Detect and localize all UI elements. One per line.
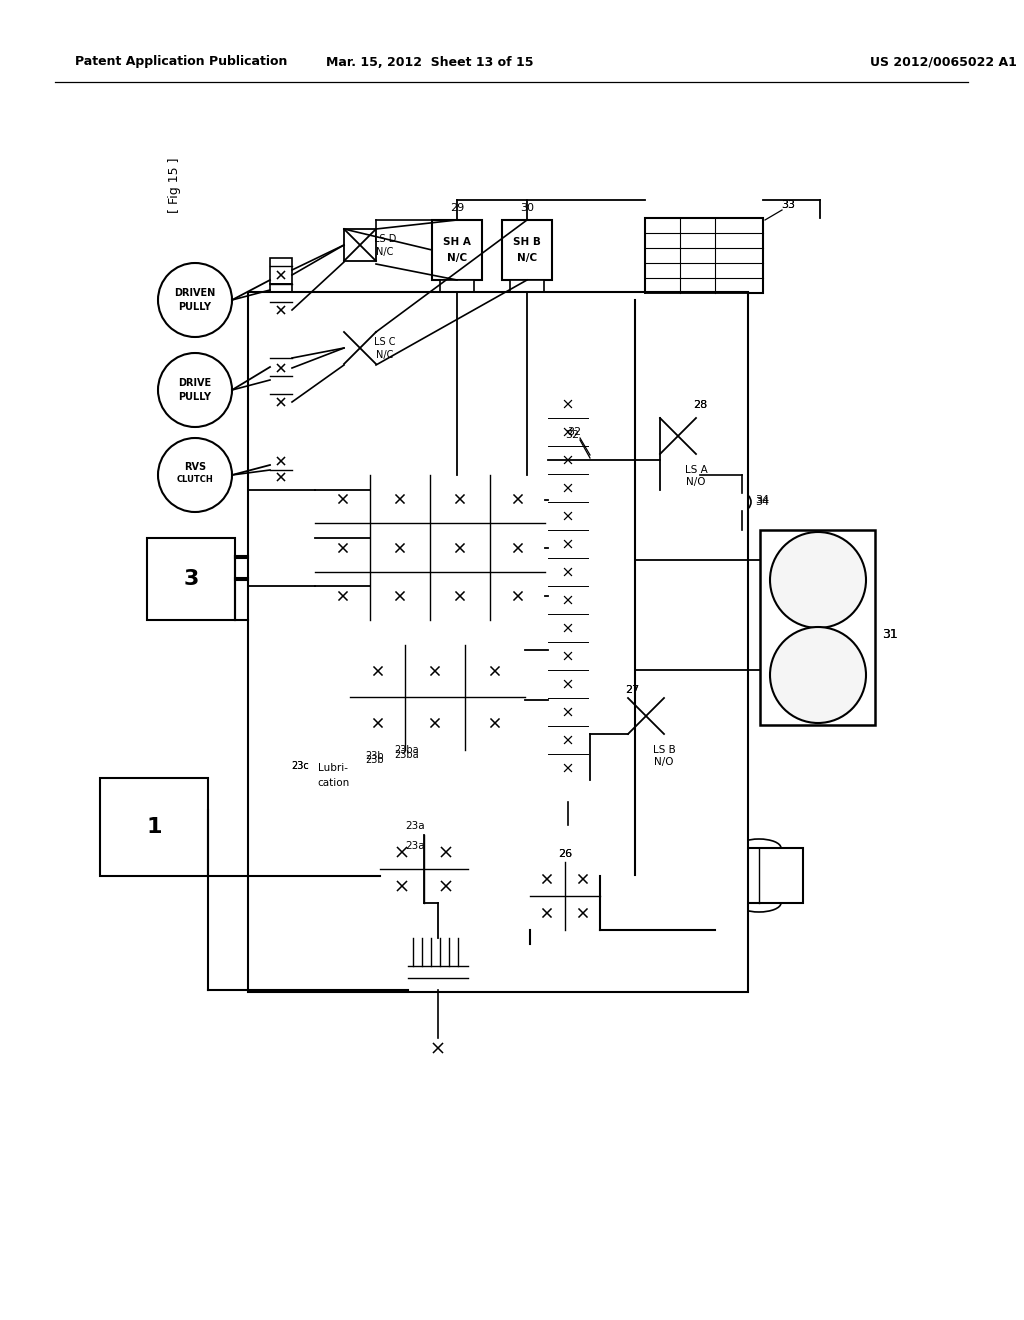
Text: [ Fig 15 ]: [ Fig 15 ] bbox=[168, 157, 181, 213]
Bar bbox=[556, 780, 580, 803]
Text: N/C: N/C bbox=[376, 247, 393, 257]
Text: LS B: LS B bbox=[652, 744, 676, 755]
Text: N/C: N/C bbox=[376, 350, 393, 360]
Text: 23b: 23b bbox=[366, 751, 384, 762]
Text: 29: 29 bbox=[450, 203, 464, 213]
Text: Lubri-: Lubri- bbox=[318, 763, 348, 774]
Text: 3: 3 bbox=[183, 569, 199, 589]
Text: 34: 34 bbox=[755, 495, 769, 506]
Circle shape bbox=[733, 492, 751, 511]
Bar bbox=[446, 292, 468, 302]
Text: RVS: RVS bbox=[184, 462, 206, 473]
Text: Mar. 15, 2012  Sheet 13 of 15: Mar. 15, 2012 Sheet 13 of 15 bbox=[327, 55, 534, 69]
Text: LS A: LS A bbox=[685, 465, 708, 475]
Bar bbox=[344, 333, 376, 364]
Text: PULLY: PULLY bbox=[178, 302, 212, 312]
Text: N/C: N/C bbox=[517, 253, 537, 263]
Text: 27: 27 bbox=[625, 685, 639, 696]
Bar bbox=[248, 292, 748, 993]
Text: LS C: LS C bbox=[374, 337, 395, 347]
Bar bbox=[660, 418, 696, 454]
Bar bbox=[270, 257, 292, 284]
Text: 28: 28 bbox=[693, 400, 708, 411]
Bar bbox=[350, 645, 525, 750]
Text: 33: 33 bbox=[781, 201, 795, 210]
Bar bbox=[270, 393, 292, 412]
Text: 31: 31 bbox=[882, 628, 898, 642]
Bar bbox=[270, 302, 292, 319]
Bar bbox=[380, 836, 468, 903]
Text: N/O: N/O bbox=[686, 477, 706, 487]
Text: 34: 34 bbox=[755, 498, 769, 507]
Bar bbox=[660, 418, 732, 490]
Text: 23ba: 23ba bbox=[394, 750, 419, 760]
Bar bbox=[100, 777, 208, 876]
Text: 32: 32 bbox=[567, 426, 581, 437]
Bar bbox=[408, 939, 468, 990]
Text: DRIVEN: DRIVEN bbox=[174, 288, 216, 298]
Text: LS D: LS D bbox=[374, 234, 396, 244]
Text: US 2012/0065022 A1: US 2012/0065022 A1 bbox=[870, 55, 1017, 69]
Bar bbox=[715, 847, 803, 903]
Text: 23a: 23a bbox=[406, 821, 425, 832]
Bar bbox=[440, 280, 474, 292]
Circle shape bbox=[158, 438, 232, 512]
Text: 26: 26 bbox=[558, 849, 572, 859]
Circle shape bbox=[770, 532, 866, 628]
Bar bbox=[270, 451, 292, 488]
Bar bbox=[344, 228, 376, 261]
Text: 23c: 23c bbox=[291, 762, 309, 771]
Text: 23c: 23c bbox=[291, 762, 309, 771]
Bar bbox=[315, 475, 545, 620]
Bar bbox=[760, 531, 874, 725]
Bar bbox=[270, 376, 292, 393]
Bar bbox=[628, 698, 700, 770]
Text: PULLY: PULLY bbox=[178, 392, 212, 403]
Text: DRIVE: DRIVE bbox=[178, 378, 212, 388]
Text: 30: 30 bbox=[520, 203, 534, 213]
Text: N/O: N/O bbox=[654, 756, 674, 767]
Circle shape bbox=[295, 741, 371, 816]
Text: 23b: 23b bbox=[366, 755, 384, 766]
Text: N/C: N/C bbox=[446, 253, 467, 263]
Bar bbox=[628, 698, 664, 734]
Text: 33: 33 bbox=[781, 201, 795, 210]
Bar bbox=[270, 350, 292, 376]
Bar bbox=[516, 292, 538, 302]
Text: Patent Application Publication: Patent Application Publication bbox=[75, 55, 288, 69]
Text: 32: 32 bbox=[565, 430, 579, 440]
Bar bbox=[530, 862, 600, 931]
Text: 23a: 23a bbox=[406, 841, 425, 851]
Text: 27: 27 bbox=[625, 685, 639, 696]
Text: 26: 26 bbox=[558, 849, 572, 859]
Bar bbox=[147, 539, 234, 620]
Text: 31: 31 bbox=[882, 628, 898, 642]
Bar bbox=[548, 389, 588, 780]
Bar bbox=[502, 220, 552, 280]
Text: 28: 28 bbox=[693, 400, 708, 411]
Text: cation: cation bbox=[316, 777, 349, 788]
Bar bbox=[510, 280, 544, 292]
Text: 1: 1 bbox=[146, 817, 162, 837]
Circle shape bbox=[158, 263, 232, 337]
Text: SH A: SH A bbox=[443, 238, 471, 247]
Bar bbox=[645, 218, 763, 293]
Bar bbox=[432, 220, 482, 280]
Text: 23ba: 23ba bbox=[394, 744, 419, 755]
Circle shape bbox=[770, 627, 866, 723]
Text: CLUTCH: CLUTCH bbox=[176, 475, 213, 484]
Text: SH B: SH B bbox=[513, 238, 541, 247]
Bar bbox=[270, 284, 292, 302]
Circle shape bbox=[158, 352, 232, 426]
